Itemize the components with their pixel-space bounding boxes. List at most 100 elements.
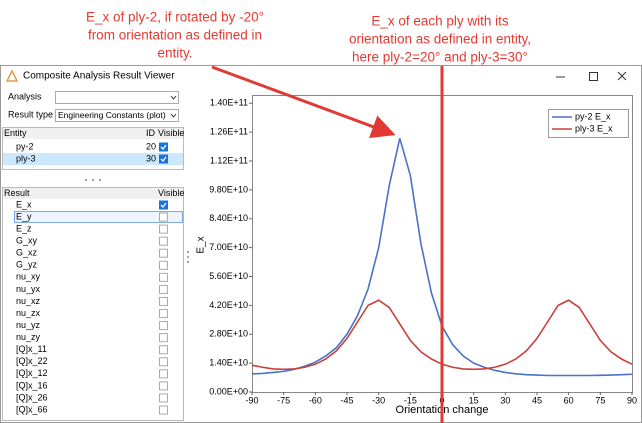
checkbox[interactable] bbox=[159, 381, 168, 391]
entity-name: ply-3 bbox=[16, 153, 36, 163]
result-header: Result bbox=[4, 188, 30, 198]
checkbox[interactable] bbox=[159, 142, 168, 152]
entity-id: 20 bbox=[146, 141, 156, 151]
row-focus bbox=[14, 211, 183, 224]
entity-name: py-2 bbox=[16, 141, 34, 151]
result-name[interactable]: nu_zx bbox=[16, 308, 41, 318]
result-table bbox=[2, 187, 184, 421]
checkbox[interactable] bbox=[159, 248, 168, 258]
result-name[interactable]: [Q]x_26 bbox=[16, 392, 48, 402]
y-tick-label: 0.00E+00 bbox=[209, 386, 248, 396]
checkmark bbox=[160, 202, 167, 208]
app-icon bbox=[5, 69, 19, 82]
row-selection bbox=[3, 153, 183, 165]
y-tick-label: 1.26E+11 bbox=[210, 127, 248, 137]
analysis-combobox[interactable] bbox=[55, 91, 179, 104]
splitter-grip bbox=[85, 179, 87, 181]
legend-label: py-2 E_x bbox=[575, 111, 611, 121]
x-tick-label: 15 bbox=[469, 395, 479, 405]
checkbox[interactable] bbox=[159, 284, 168, 294]
checkbox[interactable] bbox=[159, 357, 168, 367]
splitter-grip bbox=[187, 251, 189, 253]
entity-header-bg bbox=[3, 128, 183, 139]
splitter-grip bbox=[187, 256, 189, 258]
result-name[interactable]: nu_xy bbox=[16, 272, 41, 282]
result-name[interactable]: [Q]x_12 bbox=[16, 368, 48, 378]
checkbox[interactable] bbox=[159, 405, 168, 415]
entity-header: ID bbox=[146, 128, 156, 138]
window-title: Composite Analysis Result Viewer bbox=[23, 71, 175, 82]
result-name[interactable]: nu_yz bbox=[16, 320, 41, 330]
result-name[interactable]: G_xz bbox=[16, 248, 38, 258]
checkbox[interactable] bbox=[159, 154, 168, 164]
close-button[interactable] bbox=[617, 71, 627, 81]
result-name[interactable]: [Q]x_11 bbox=[16, 344, 47, 354]
result-name[interactable]: [Q]x_16 bbox=[16, 380, 48, 390]
x-tick-label: -60 bbox=[309, 395, 322, 405]
result-name[interactable]: nu_zy bbox=[16, 332, 41, 342]
checkbox[interactable] bbox=[159, 272, 168, 282]
annotation: orientation as defined in entity, bbox=[349, 32, 531, 47]
result-name[interactable]: E_y bbox=[16, 211, 32, 221]
x-tick-label: -90 bbox=[245, 395, 258, 405]
x-tick-label: -15 bbox=[404, 395, 417, 405]
result-header: Visible bbox=[158, 188, 184, 198]
x-tick-label: -30 bbox=[372, 395, 385, 405]
annotation: entity. bbox=[157, 46, 192, 61]
result-header-bg bbox=[3, 188, 183, 199]
combo-arrow bbox=[170, 113, 177, 118]
checkbox[interactable] bbox=[159, 296, 168, 306]
checkbox[interactable] bbox=[159, 224, 168, 234]
checkbox[interactable] bbox=[159, 393, 168, 403]
result-name[interactable]: nu_xz bbox=[16, 296, 41, 306]
y-tick-label: 9.80E+10 bbox=[209, 184, 248, 194]
splitter-grip bbox=[187, 261, 189, 263]
checkbox[interactable] bbox=[159, 260, 168, 270]
checkbox[interactable] bbox=[159, 236, 168, 246]
x-tick-label: 90 bbox=[627, 395, 637, 405]
result-name[interactable]: nu_yx bbox=[16, 284, 41, 294]
annotation: E_x of each ply with its bbox=[371, 14, 509, 29]
annotation: E_x of ply-2, if rotated by -20° bbox=[86, 10, 264, 25]
splitter-grip bbox=[92, 179, 94, 181]
y-tick-label: 5.60E+10 bbox=[209, 271, 248, 281]
checkbox[interactable] bbox=[159, 369, 168, 379]
x-tick-label: -45 bbox=[340, 395, 353, 405]
checkmark bbox=[160, 156, 167, 162]
entity-header: Entity bbox=[4, 128, 27, 138]
x-tick-label: 45 bbox=[532, 395, 542, 405]
y-tick-label: 1.12E+11 bbox=[210, 155, 248, 165]
result-name[interactable]: [Q]x_66 bbox=[16, 404, 48, 414]
checkbox[interactable] bbox=[159, 200, 168, 210]
checkbox[interactable] bbox=[159, 212, 168, 222]
x-tick-label: 60 bbox=[564, 395, 574, 405]
legend-label: ply-3 E_x bbox=[575, 123, 613, 133]
checkbox[interactable] bbox=[159, 345, 168, 355]
result-name[interactable]: E_z bbox=[16, 223, 32, 233]
entity-header: Visible bbox=[158, 128, 184, 138]
x-tick-label: -75 bbox=[277, 395, 290, 405]
checkbox[interactable] bbox=[159, 321, 168, 331]
result-name[interactable]: G_yz bbox=[16, 260, 38, 270]
result-type-combobox[interactable] bbox=[55, 109, 179, 122]
combo-arrow bbox=[170, 95, 177, 100]
checkbox[interactable] bbox=[159, 309, 168, 319]
y-tick-label: 7.00E+10 bbox=[209, 242, 248, 252]
result-name[interactable]: E_x bbox=[16, 199, 32, 209]
result-type-label: Result type bbox=[8, 109, 53, 119]
entity-id: 30 bbox=[146, 153, 156, 163]
y-tick-label: 8.40E+10 bbox=[209, 213, 248, 223]
annotation: here ply-2=20° and ply-3=30° bbox=[352, 50, 528, 65]
checkbox[interactable] bbox=[159, 333, 168, 343]
x-tick-label: 75 bbox=[595, 395, 605, 405]
result-name[interactable]: [Q]x_22 bbox=[16, 356, 48, 366]
y-axis-label: E_x bbox=[196, 236, 207, 253]
splitter-grip bbox=[99, 179, 101, 181]
result-name[interactable]: G_xy bbox=[16, 236, 38, 246]
y-tick-label: 1.40E+11 bbox=[210, 98, 248, 108]
checkmark bbox=[160, 144, 167, 150]
maximize-button[interactable] bbox=[589, 72, 598, 81]
annotation: from orientation as defined in bbox=[88, 28, 262, 43]
